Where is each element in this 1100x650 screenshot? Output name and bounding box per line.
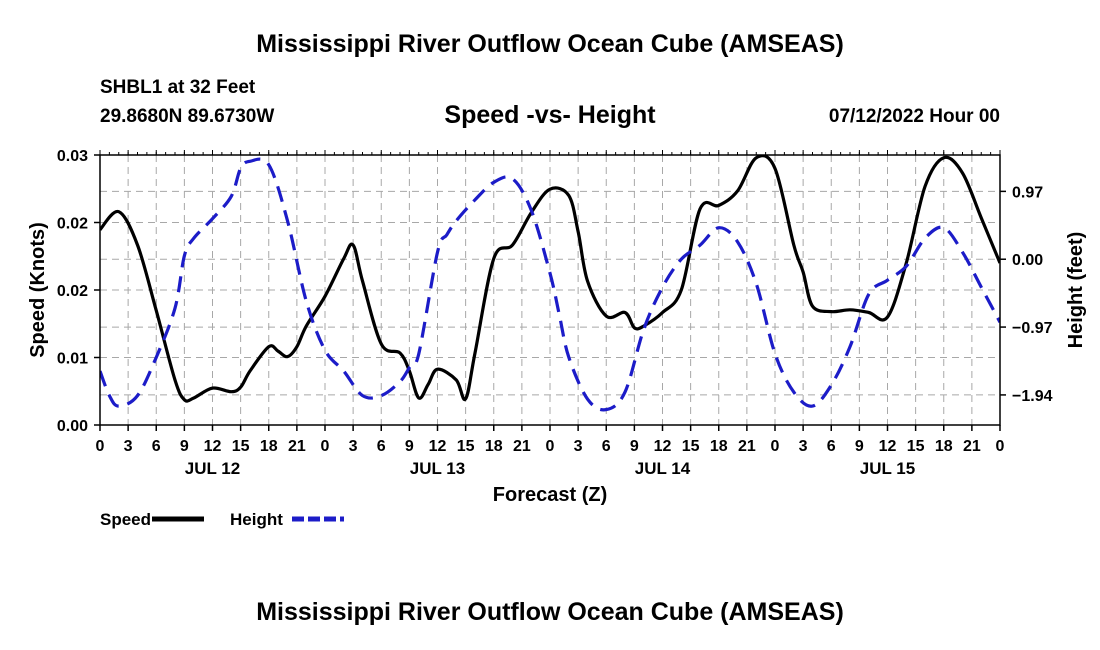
x-tick-label: 12 (204, 438, 222, 455)
x-tick-label: 18 (935, 438, 953, 455)
x-tick-label: 12 (429, 438, 447, 455)
y2-tick-label: 0.97 (1012, 184, 1043, 201)
x-day-label: JUL 13 (410, 459, 465, 478)
station-label: SHBL1 at 32 Feet (100, 77, 256, 98)
y-tick-label: 0.00 (57, 418, 88, 435)
x-tick-label: 0 (96, 438, 105, 455)
x-tick-label: 18 (260, 438, 278, 455)
legend-label-height: Height (230, 510, 283, 529)
x-tick-label: 6 (377, 438, 386, 455)
x-tick-label: 0 (321, 438, 330, 455)
x-tick-label: 6 (152, 438, 161, 455)
y-tick-label: 0.02 (57, 216, 88, 233)
y-axis-title: Speed (Knots) (27, 222, 49, 358)
datetime-label: 07/12/2022 Hour 00 (828, 106, 1000, 127)
x-tick-label: 18 (710, 438, 728, 455)
legend: Speed Height (100, 510, 344, 529)
x-tick-label: 3 (574, 438, 583, 455)
x-tick-label: 6 (602, 438, 611, 455)
x-tick-label: 18 (485, 438, 503, 455)
y-tick-label: 0.03 (57, 148, 88, 165)
y-tick-label: 0.01 (57, 351, 88, 368)
latlon-label: 29.8680N 89.6730W (100, 106, 275, 127)
x-tick-label: 15 (457, 438, 475, 455)
y2-axis-title: Height (feet) (1065, 232, 1087, 349)
series-line-height (100, 157, 1000, 412)
x-tick-label: 9 (630, 438, 639, 455)
y2-tick-label: 0.00 (1012, 252, 1043, 269)
x-tick-label: 12 (879, 438, 897, 455)
x-tick-label: 12 (654, 438, 672, 455)
x-tick-label: 9 (855, 438, 864, 455)
x-tick-label: 9 (180, 438, 189, 455)
chart-subtitle: Speed -vs- Height (444, 101, 656, 129)
footer-title: Mississippi River Outflow Ocean Cube (AM… (256, 598, 844, 626)
axes: 0 3 6 9 12 15 18 21 0 3 6 9 12 15 18 21 0 3 6 9 12 15 18 21 0 3 6 9… (27, 148, 1087, 506)
y2-tick-label: −1.94 (1012, 388, 1053, 405)
x-tick-label: 15 (682, 438, 700, 455)
series-layer (100, 155, 1000, 412)
x-tick-label: 0 (771, 438, 780, 455)
x-tick-label: 21 (513, 438, 531, 455)
x-tick-label: 9 (405, 438, 414, 455)
x-day-label: JUL 12 (185, 459, 240, 478)
x-tick-label: 15 (232, 438, 250, 455)
x-axis-title: Forecast (Z) (493, 484, 607, 506)
x-tick-label: 15 (907, 438, 925, 455)
legend-label-speed: Speed (100, 510, 151, 529)
x-tick-label: 0 (546, 438, 555, 455)
y2-tick-label: −0.97 (1012, 320, 1053, 337)
x-tick-label: 0 (996, 438, 1005, 455)
x-day-label: JUL 14 (635, 459, 691, 478)
x-tick-label: 3 (349, 438, 358, 455)
x-day-label: JUL 15 (860, 459, 915, 478)
x-tick-label: 3 (799, 438, 808, 455)
y-tick-label: 0.02 (57, 283, 88, 300)
chart-title: Mississippi River Outflow Ocean Cube (AM… (256, 30, 844, 58)
x-tick-label: 21 (288, 438, 306, 455)
x-tick-label: 3 (124, 438, 133, 455)
x-tick-label: 21 (738, 438, 756, 455)
series-line-speed (100, 155, 1000, 403)
x-tick-label: 21 (963, 438, 981, 455)
grid (100, 155, 1000, 425)
x-tick-label: 6 (827, 438, 836, 455)
